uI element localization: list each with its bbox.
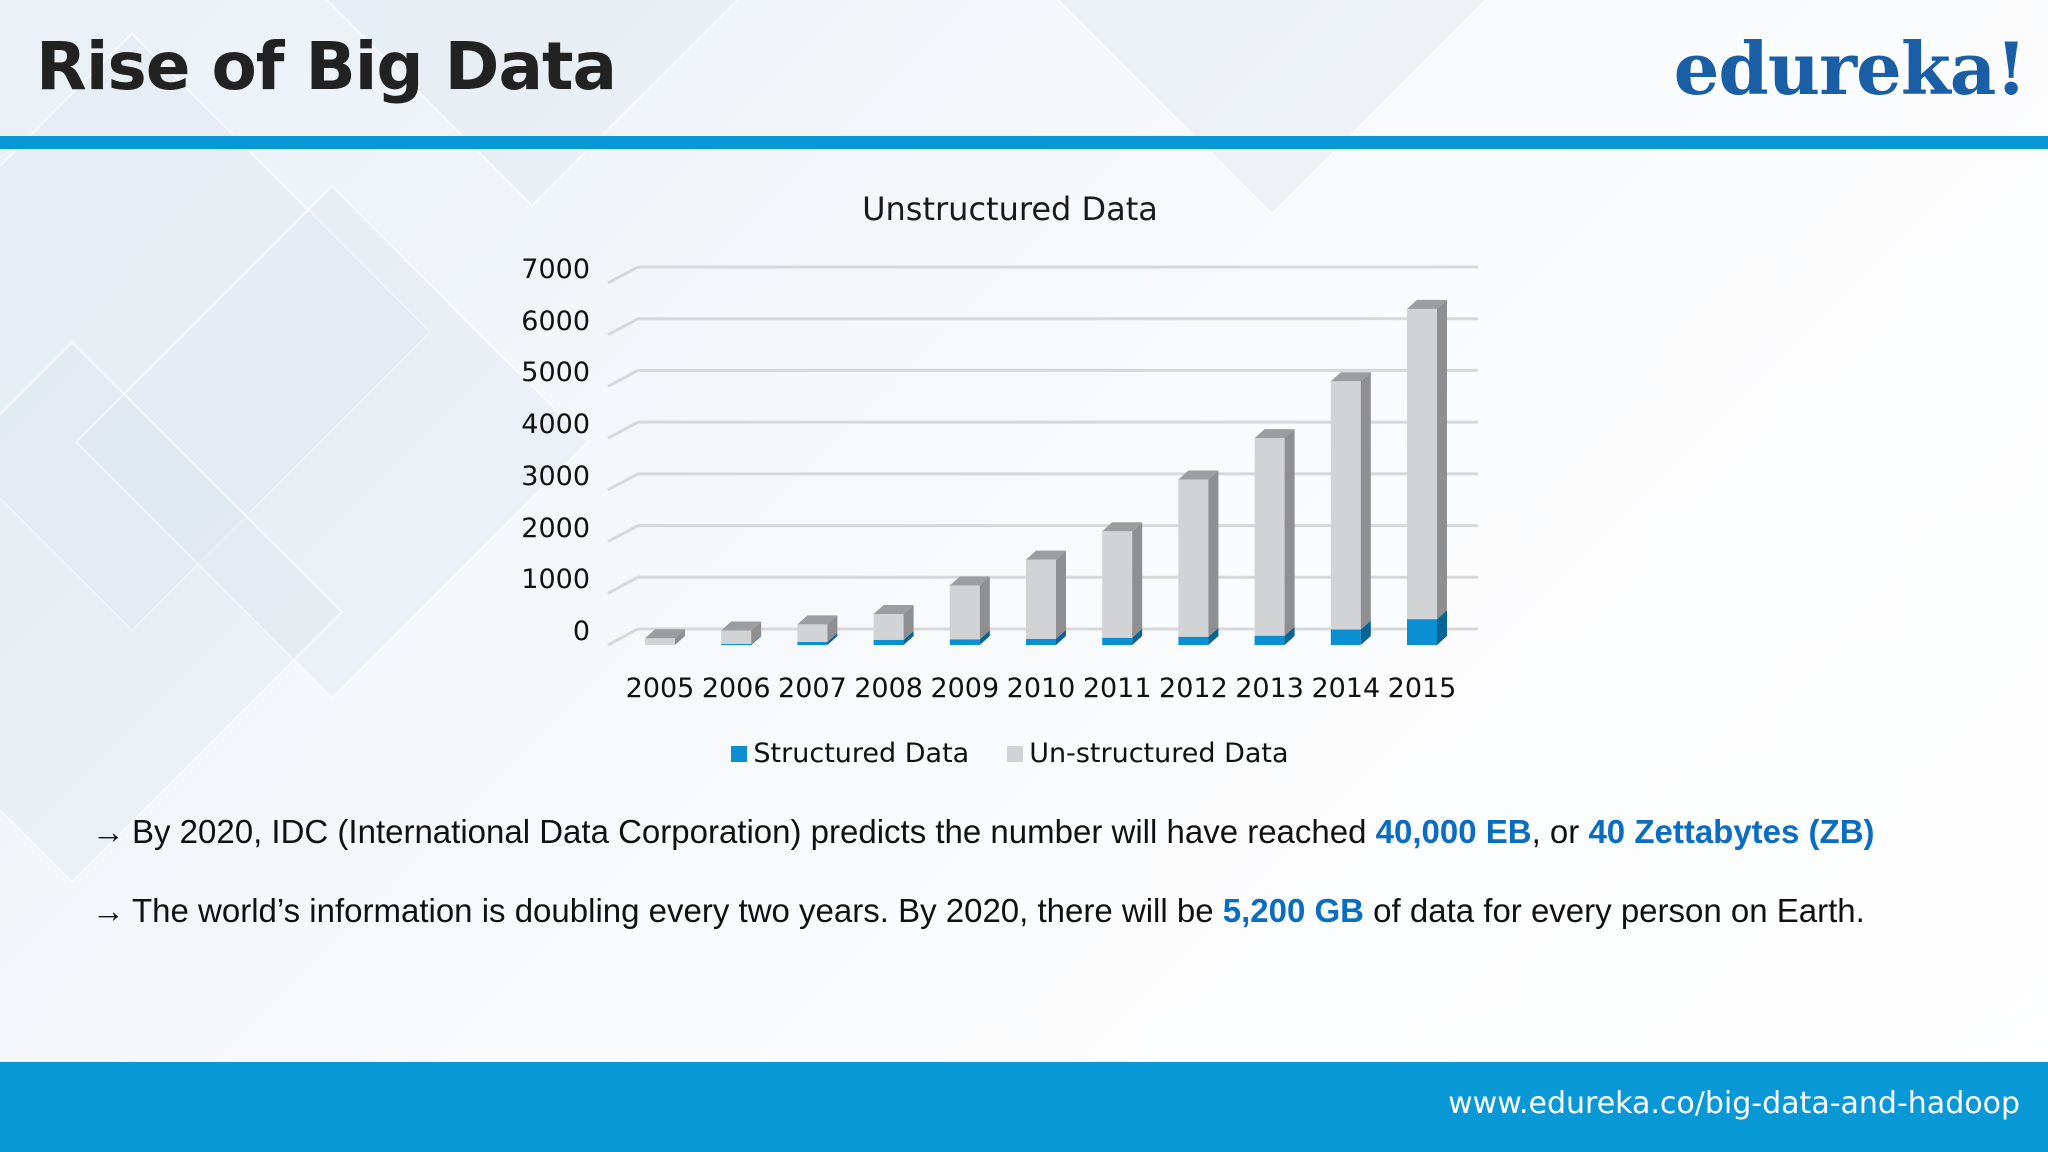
bullet-list: → By 2020, IDC (International Data Corpor… [92, 810, 1972, 968]
legend-item-structured: Structured Data [731, 738, 969, 769]
bullet-item: → The world’s information is doubling eve… [92, 889, 1972, 932]
arrow-icon: → [92, 813, 125, 850]
text-run: , or [1531, 813, 1589, 850]
y-tick-label: 6000 [521, 305, 590, 337]
x-tick-label: 2007 [778, 673, 847, 704]
chart-legend: Structured Data Un-structured Data [0, 738, 2020, 769]
bullet-item: → By 2020, IDC (International Data Corpor… [92, 810, 1972, 853]
legend-item-unstructured: Un-structured Data [1007, 738, 1289, 769]
bullet-text: The world’s information is doubling ever… [132, 889, 1865, 932]
y-tick-label: 2000 [521, 512, 590, 544]
y-tick-label: 4000 [521, 409, 590, 441]
slide-title: Rise of Big Data [36, 28, 617, 105]
text-run: of data for every person on Earth. [1364, 892, 1865, 929]
footer-url: www.edureka.co/big-data-and-hadoop [1448, 1086, 2020, 1121]
y-tick-label: 7000 [521, 254, 590, 285]
legend-swatch-structured [731, 745, 748, 762]
edureka-logo: edureka! [1673, 26, 2027, 111]
legend-label: Un-structured Data [1029, 738, 1289, 769]
x-tick-label: 2010 [1006, 673, 1076, 704]
x-tick-label: 2014 [1311, 673, 1381, 704]
x-tick-label: 2012 [1159, 673, 1228, 704]
x-tick-label: 2005 [625, 673, 695, 704]
y-tick-label: 0 [572, 616, 590, 647]
y-tick-label: 1000 [521, 564, 590, 596]
x-tick-label: 2013 [1235, 673, 1304, 704]
slide-header: Rise of Big Data edureka! [0, 0, 2048, 140]
highlight-text: 40 Zettabytes (ZB) [1588, 813, 1875, 850]
chart-title: Unstructured Data [862, 190, 1158, 228]
slide-footer: www.edureka.co/big-data-and-hadoop [0, 1062, 2048, 1152]
legend-label: Structured Data [753, 738, 970, 769]
arrow-icon: → [92, 892, 125, 929]
y-tick-label: 5000 [521, 357, 590, 389]
x-tick-label: 2015 [1387, 673, 1457, 704]
x-tick-label: 2006 [701, 673, 771, 704]
legend-swatch-unstructured [1007, 745, 1024, 762]
y-tick-label: 3000 [521, 460, 590, 492]
text-run: The world’s information is doubling ever… [132, 892, 1223, 929]
header-divider [0, 136, 2048, 149]
highlight-text: 40,000 EB [1375, 813, 1532, 850]
x-tick-label: 2009 [930, 673, 1000, 704]
highlight-text: 5,200 GB [1222, 892, 1365, 929]
x-tick-label: 2011 [1082, 673, 1152, 704]
x-tick-label: 2008 [854, 673, 923, 704]
text-run: By 2020, IDC (International Data Corpora… [132, 813, 1376, 850]
chart-plot-area [607, 265, 1478, 647]
bullet-text: By 2020, IDC (International Data Corpora… [132, 810, 1875, 853]
